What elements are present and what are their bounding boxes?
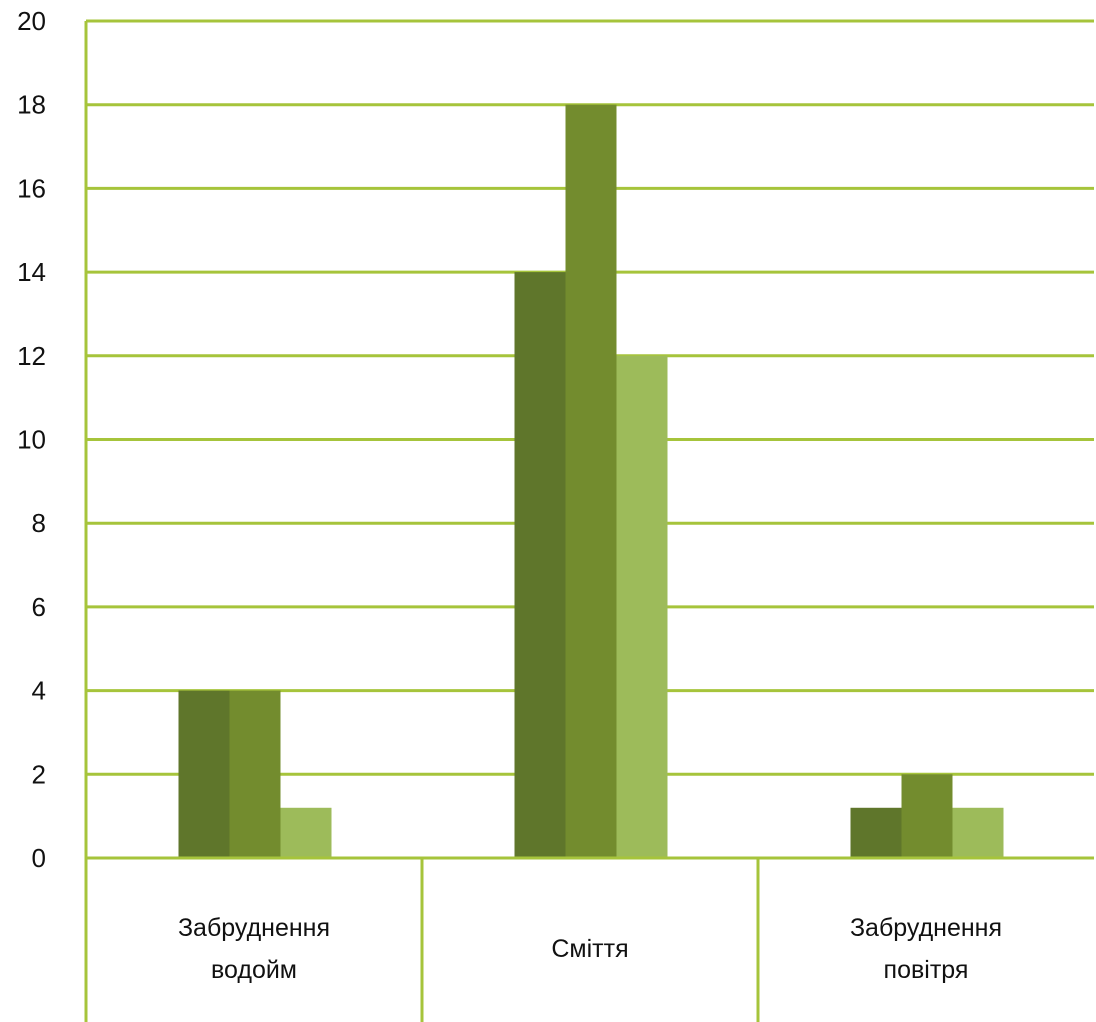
bar-1-2 (616, 355, 668, 858)
category-label-2-line-0: Забруднення (850, 914, 1002, 942)
y-tick-label-3: 6 (32, 592, 46, 622)
category-label-2: Забруднення повітря (850, 914, 1002, 984)
bar-1-1 (565, 104, 617, 858)
y-tick-label-10: 20 (17, 6, 46, 36)
y-tick-label-1: 2 (32, 759, 46, 789)
y-tick-label-7: 14 (17, 257, 46, 287)
bar-1-0 (514, 272, 566, 859)
y-tick-label-8: 16 (17, 173, 46, 203)
y-tick-label-0: 0 (32, 843, 46, 873)
y-tick-label-2: 4 (32, 676, 46, 706)
category-label-0-line-0: Забруднення (178, 914, 330, 942)
bar-0-0 (178, 690, 230, 858)
y-tick-labels: 0 2 4 6 8 10 12 14 16 18 20 (17, 6, 46, 873)
y-tick-label-4: 8 (32, 508, 46, 538)
category-label-0-line-1: водойм (211, 956, 297, 984)
y-tick-label-9: 18 (17, 90, 46, 120)
bar-0-2 (280, 807, 332, 858)
y-tick-label-5: 10 (17, 425, 46, 455)
bar-2-0 (850, 807, 902, 858)
category-label-1: Сміття (551, 935, 628, 963)
bar-0-1 (229, 690, 281, 858)
category-label-0: Забруднення водойм (178, 914, 330, 984)
bar-2-1 (901, 774, 953, 858)
y-tick-label-6: 12 (17, 341, 46, 371)
category-label-2-line-1: повітря (884, 956, 969, 984)
bar-2-2 (952, 807, 1004, 858)
axes (84, 21, 1094, 1022)
category-labels: Забруднення водойм Сміття Забруднення повітр… (178, 914, 1002, 984)
bars (178, 104, 1004, 859)
category-label-1-line-0: Сміття (551, 935, 628, 963)
